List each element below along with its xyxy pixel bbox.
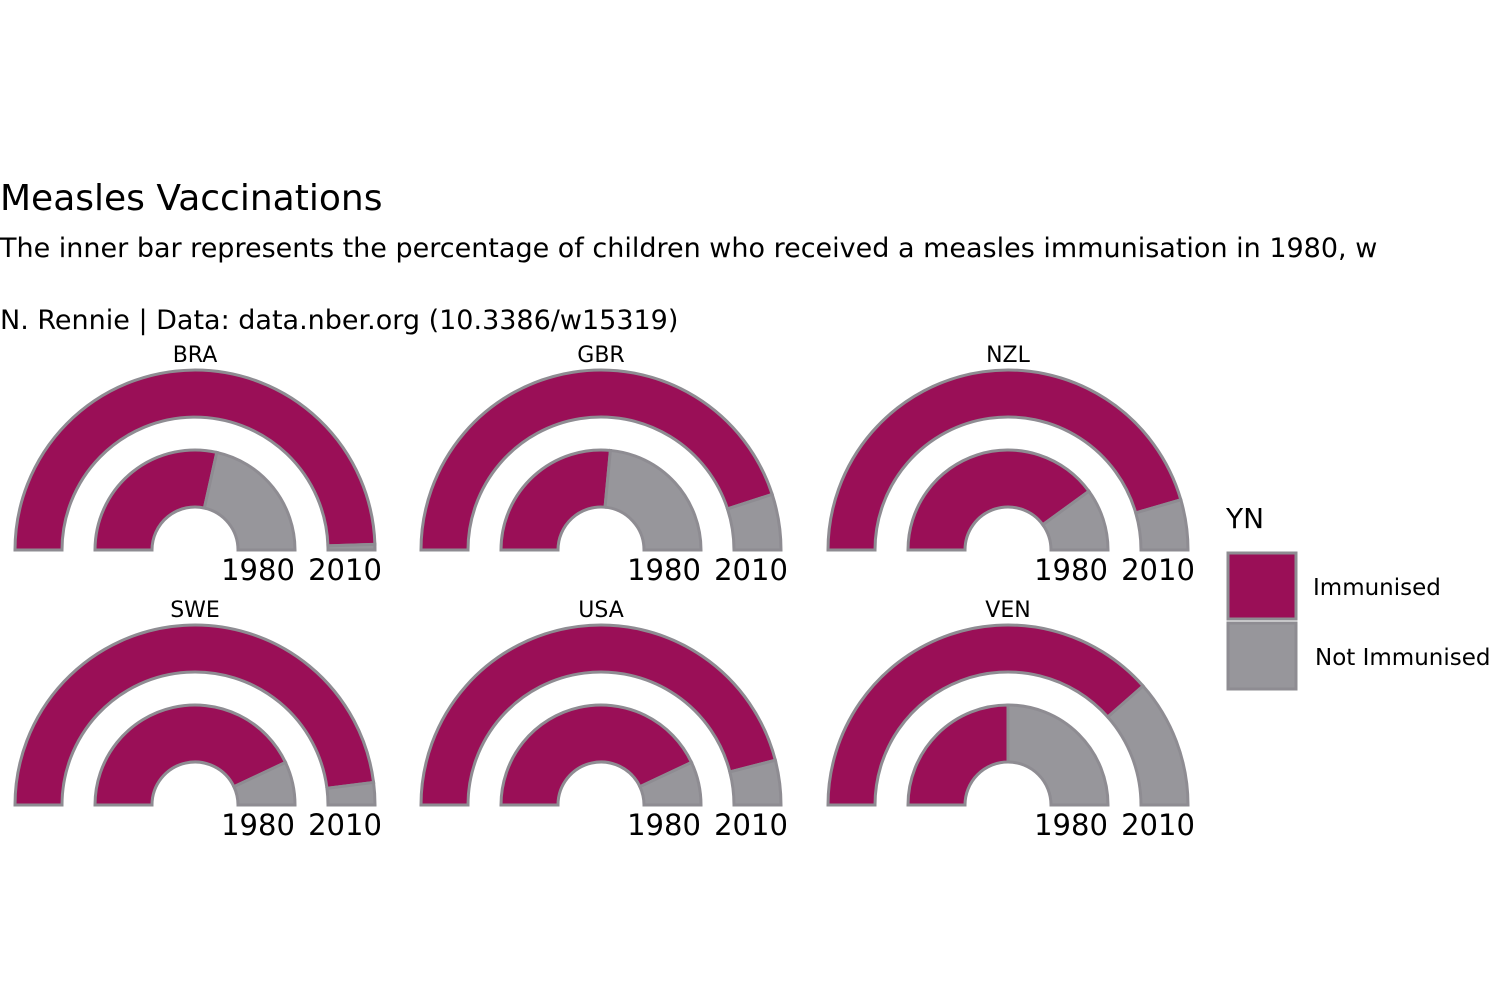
- bar-immunised-1980: [499, 448, 613, 552]
- chart-caption: N. Rennie | Data: data.nber.org (10.3386…: [0, 305, 679, 336]
- bar-not-immunised-2010: [725, 492, 783, 552]
- bar-not-immunised-1980: [1040, 489, 1110, 552]
- bar-immunised-2010: [826, 368, 1183, 552]
- legend: YN Immunised Not Immunised: [1225, 502, 1490, 691]
- bar-not-immunised-1980: [1006, 703, 1110, 807]
- bar-not-immunised-1980: [637, 760, 703, 807]
- bar-not-immunised-1980: [202, 450, 297, 552]
- bar-not-immunised-1980: [231, 760, 297, 807]
- year-label-2010: 2010: [714, 808, 788, 842]
- bar-immunised-2010: [13, 368, 377, 552]
- panel-label: NZL: [986, 343, 1031, 368]
- panel-label: GBR: [577, 343, 624, 368]
- bar-not-immunised-2010: [1133, 497, 1190, 552]
- panel-usa: USA 1980 2010: [419, 598, 788, 842]
- legend-key-not-immunised: [1226, 621, 1298, 691]
- bar-immunised-2010: [13, 623, 376, 807]
- legend-label: Immunised: [1313, 575, 1441, 601]
- year-label-1980: 1980: [1034, 808, 1108, 842]
- bar-immunised-2010: [419, 623, 778, 807]
- year-label-1980: 1980: [221, 553, 295, 587]
- bar-immunised-2010: [826, 623, 1146, 807]
- panel-swe: SWE 1980 2010: [13, 598, 382, 842]
- year-label-1980: 1980: [221, 808, 295, 842]
- bar-not-immunised-2010: [325, 780, 377, 807]
- panel-bra: BRA 1980 2010: [13, 343, 382, 587]
- bar-immunised-1980: [93, 703, 288, 807]
- bar-not-immunised-1980: [603, 448, 703, 552]
- bar-not-immunised-2010: [1105, 683, 1190, 807]
- year-label-2010: 2010: [1121, 553, 1195, 587]
- year-label-1980: 1980: [627, 808, 701, 842]
- legend-key-immunised: [1226, 551, 1298, 621]
- year-label-2010: 2010: [308, 808, 382, 842]
- panel-nzl: NZL 1980 2010: [826, 343, 1195, 587]
- bar-not-immunised-2010: [326, 542, 377, 552]
- panel-gbr: GBR 1980 2010: [419, 343, 788, 587]
- panel-ven: VEN 1980 2010: [826, 598, 1195, 842]
- year-label-2010: 2010: [714, 553, 788, 587]
- chart-subtitle: The inner bar represents the percentage …: [0, 233, 1378, 264]
- panel-label: USA: [578, 598, 624, 623]
- panel-label: BRA: [173, 343, 218, 368]
- bar-immunised-1980: [499, 703, 694, 807]
- bar-immunised-1980: [93, 448, 219, 552]
- bar-not-immunised-2010: [727, 758, 783, 807]
- year-label-1980: 1980: [1034, 553, 1108, 587]
- bar-immunised-2010: [419, 368, 775, 552]
- panel-label: VEN: [985, 598, 1030, 623]
- legend-label: Not Immunised: [1315, 645, 1490, 671]
- chart-title: Measles Vaccinations: [0, 178, 383, 219]
- bar-immunised-1980: [906, 448, 1091, 552]
- year-label-2010: 2010: [1121, 808, 1195, 842]
- legend-title: YN: [1225, 502, 1264, 535]
- year-label-2010: 2010: [308, 553, 382, 587]
- year-label-1980: 1980: [627, 553, 701, 587]
- bar-immunised-1980: [906, 703, 1010, 807]
- panel-label: SWE: [170, 598, 220, 623]
